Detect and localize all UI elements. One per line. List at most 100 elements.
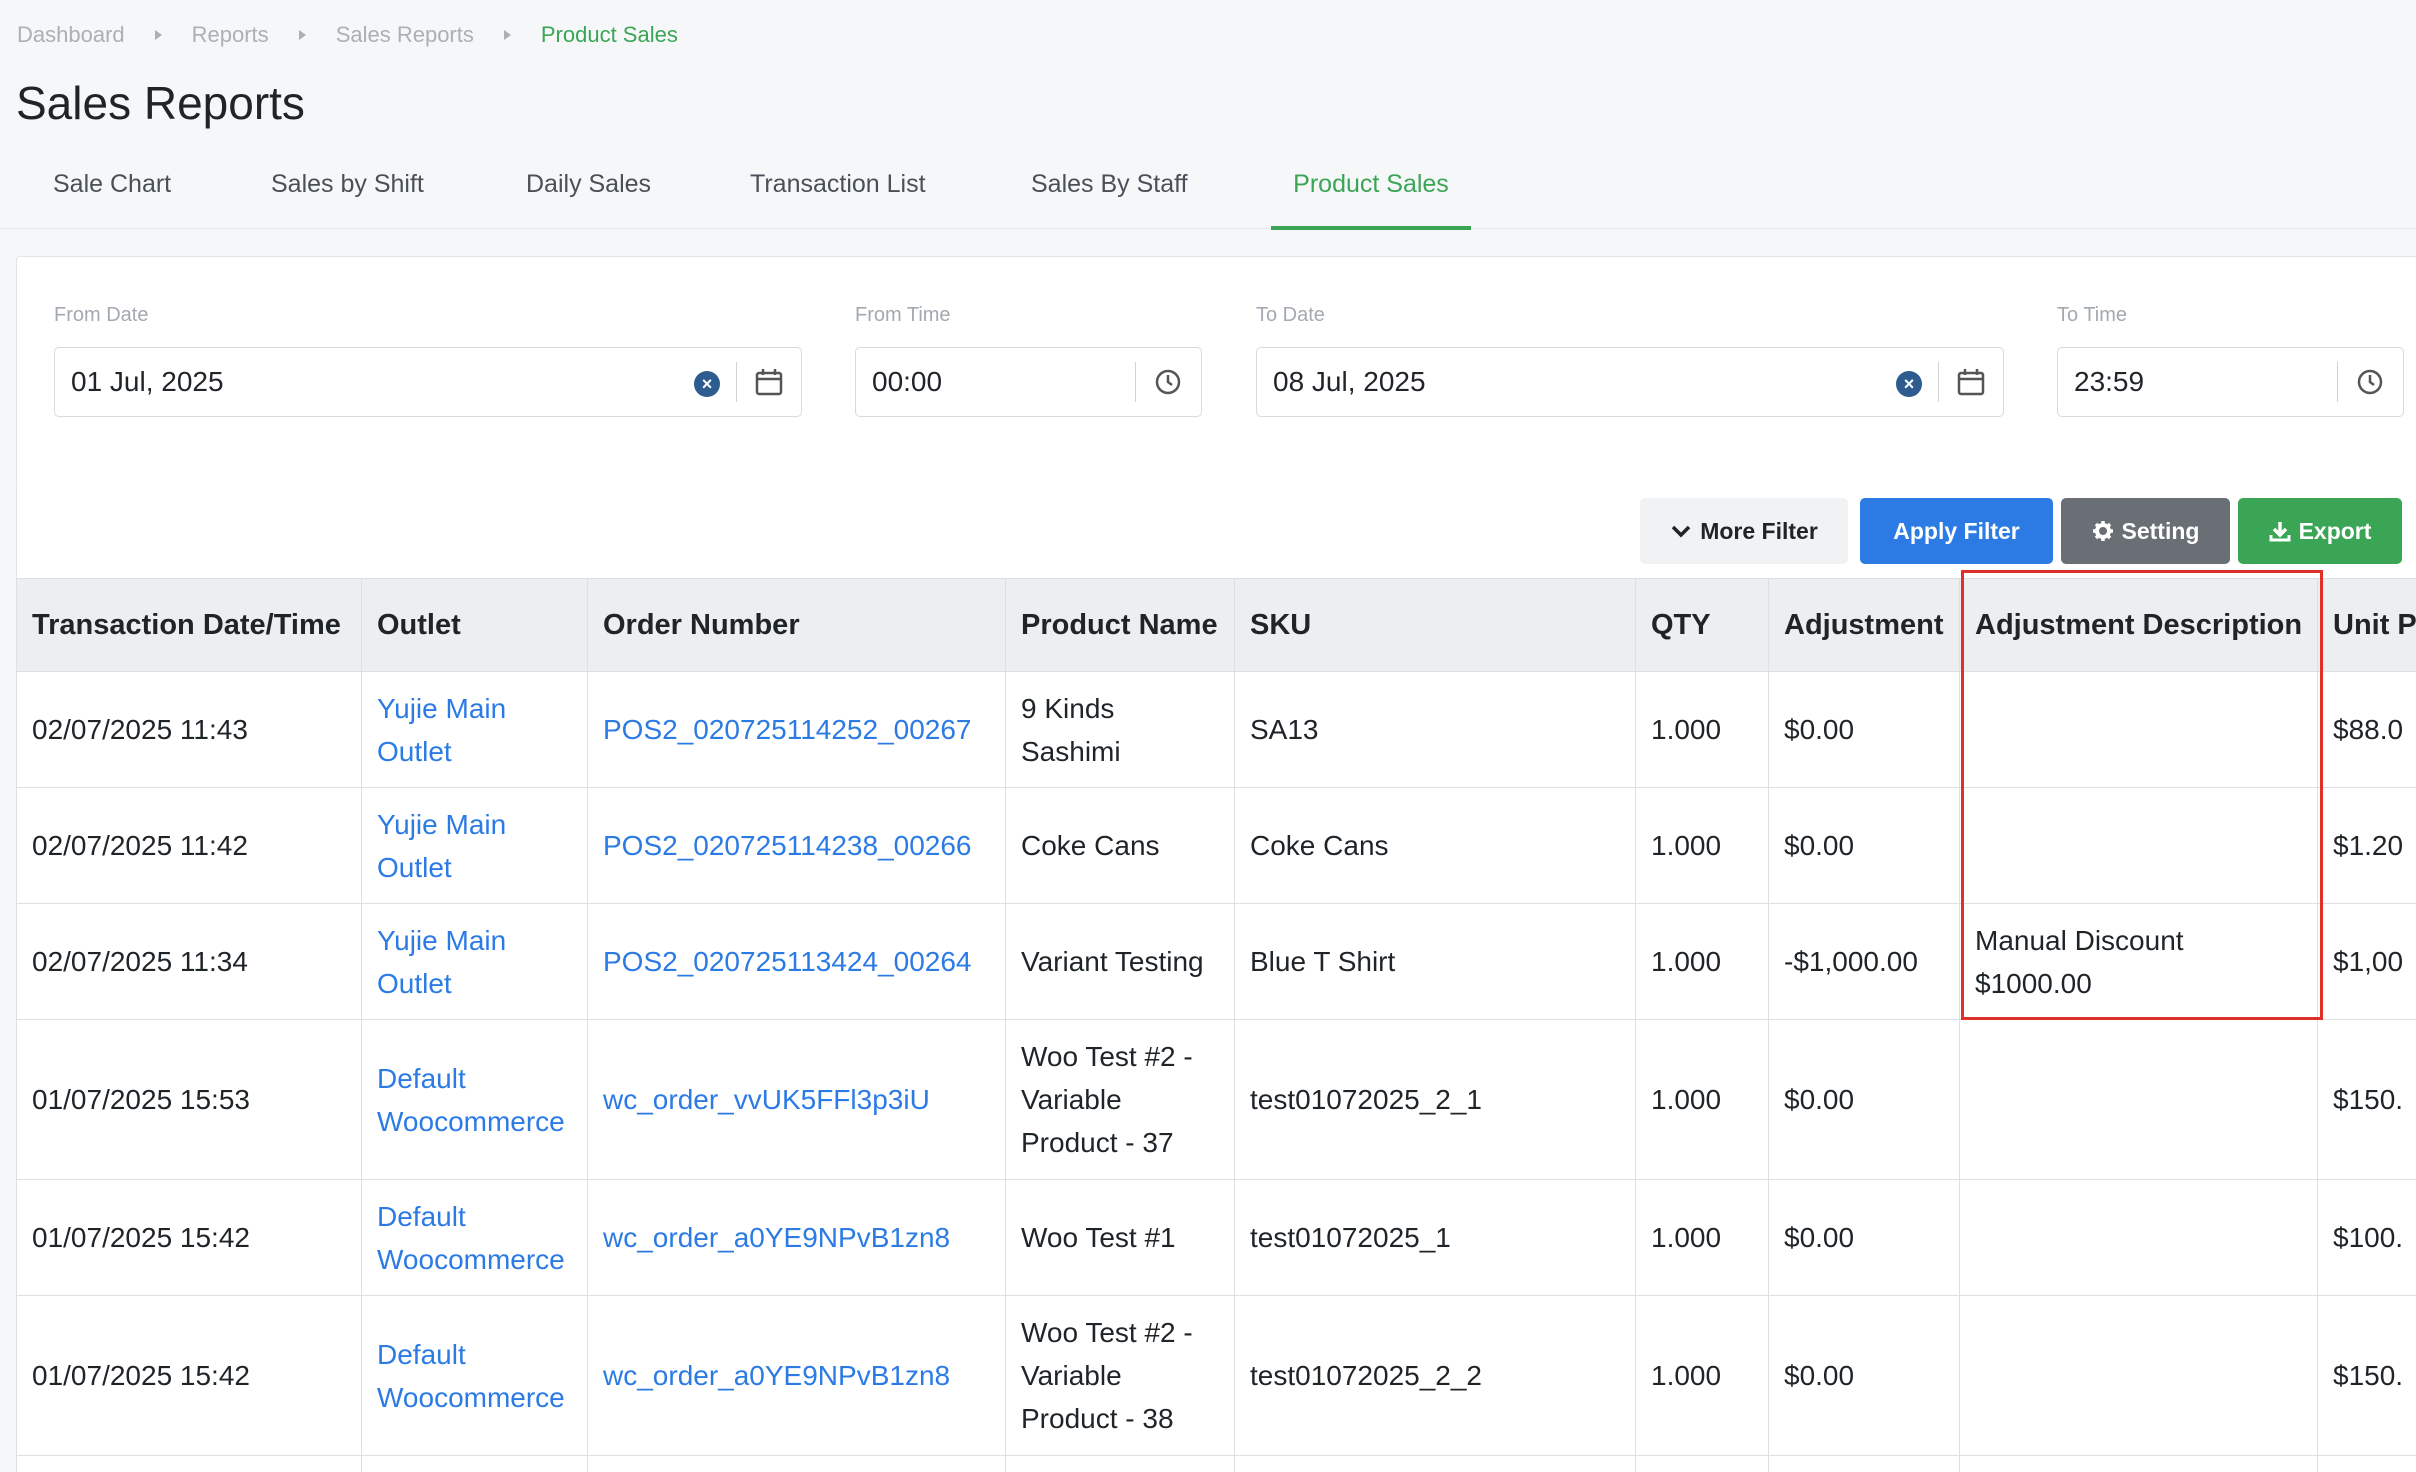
cell-adjustment-description [1959, 671, 2318, 788]
tab-sale-chart[interactable]: Sale Chart [53, 170, 172, 198]
product-line: Product - 37 [1021, 1127, 1174, 1158]
gear-icon [2092, 520, 2114, 542]
cell-unit-price: $150. [2317, 1295, 2416, 1456]
setting-button[interactable]: Setting [2061, 498, 2230, 564]
cell-adjustment: -$1,000.00 [1768, 903, 1960, 1020]
calendar-icon[interactable] [1955, 366, 1987, 398]
to-date-label: To Date [1256, 304, 1325, 326]
column-header[interactable]: Order Number [587, 578, 1006, 672]
table-row: 02/07/2025 11:42 Yujie Main Outlet POS2_0… [16, 787, 2416, 904]
export-button[interactable]: Export [2238, 498, 2402, 564]
tab-sales-by-staff[interactable]: Sales By Staff [1031, 170, 1188, 198]
breadcrumb: Dashboard Reports Sales Reports Product … [17, 22, 708, 48]
cell-empty [1005, 1455, 1235, 1472]
cell-product: Woo Test #1 [1005, 1179, 1235, 1296]
cell-outlet-link[interactable]: Yujie Main Outlet [361, 787, 588, 904]
cell-adjustment-description [1959, 787, 2318, 904]
table-row-partial [16, 1455, 2416, 1472]
cell-qty: 1.000 [1635, 1019, 1769, 1180]
product-line: Woo Test #2 - [1021, 1317, 1193, 1348]
column-header[interactable]: SKU [1234, 578, 1636, 672]
column-header[interactable]: Outlet [361, 578, 588, 672]
from-date-field[interactable]: 01 Jul, 2025 × [54, 347, 802, 417]
cell-empty [16, 1455, 362, 1472]
field-divider [1938, 362, 1939, 402]
adjustment-description-line: Manual Discount [1975, 924, 2184, 956]
cell-outlet-link[interactable]: Default Woocommerce [361, 1179, 588, 1296]
apply-filter-button[interactable]: Apply Filter [1860, 498, 2053, 564]
cell-outlet-link[interactable]: Yujie Main Outlet [361, 671, 588, 788]
cell-sku: Blue T Shirt [1234, 903, 1636, 1020]
cell-outlet-link[interactable]: Yujie Main Outlet [361, 903, 588, 1020]
tab-product-sales[interactable]: Product Sales [1271, 170, 1471, 230]
cell-sku: SA13 [1234, 671, 1636, 788]
calendar-icon[interactable] [753, 366, 785, 398]
cell-sku: test01072025_2_2 [1234, 1295, 1636, 1456]
outlet-line: Woocommerce [377, 1105, 565, 1137]
cell-adjustment-description [1959, 1179, 2318, 1296]
cell-order-link[interactable]: POS2_020725114252_00267 [587, 671, 1006, 788]
cell-adjustment-description [1959, 1295, 2318, 1456]
table-row: 01/07/2025 15:53 Default Woocommerce wc_o… [16, 1019, 2416, 1180]
download-icon [2269, 520, 2291, 542]
to-date-field[interactable]: 08 Jul, 2025 × [1256, 347, 2004, 417]
cell-qty: 1.000 [1635, 903, 1769, 1020]
column-header[interactable]: Adjustment [1768, 578, 1960, 672]
cell-adjustment: $0.00 [1768, 1179, 1960, 1296]
clock-icon[interactable] [2354, 366, 2386, 398]
tab-sales-by-shift[interactable]: Sales by Shift [271, 170, 424, 198]
more-filter-label: More Filter [1700, 517, 1818, 544]
product-line: Variable [1021, 1084, 1122, 1115]
cell-outlet-link[interactable]: Default Woocommerce [361, 1295, 588, 1456]
from-time-value: 00:00 [872, 366, 943, 397]
cell-product: Coke Cans [1005, 787, 1235, 904]
table-row: 01/07/2025 15:42 Default Woocommerce wc_o… [16, 1179, 2416, 1296]
to-time-field[interactable]: 23:59 [2057, 347, 2404, 417]
breadcrumb-sales-reports[interactable]: Sales Reports [335, 22, 474, 47]
from-time-label: From Time [855, 304, 951, 326]
tab-daily-sales[interactable]: Daily Sales [526, 170, 652, 198]
clear-icon[interactable]: × [694, 371, 720, 397]
clock-icon[interactable] [1152, 366, 1184, 398]
cell-unit-price: $88.0 [2317, 671, 2416, 788]
more-filter-button[interactable]: More Filter [1640, 498, 1848, 564]
cell-empty [1234, 1455, 1636, 1472]
breadcrumb-dashboard[interactable]: Dashboard [17, 22, 125, 47]
column-header[interactable]: Transaction Date/Time [16, 578, 362, 672]
field-divider [2337, 362, 2338, 402]
cell-datetime: 02/07/2025 11:42 [16, 787, 362, 904]
column-header[interactable]: Product Name [1005, 578, 1235, 672]
breadcrumb-separator-icon [154, 30, 162, 40]
tab-transaction-list[interactable]: Transaction List [750, 170, 926, 198]
column-header[interactable]: QTY [1635, 578, 1769, 672]
product-sales-table: Transaction Date/Time Outlet Order Numbe… [16, 578, 2416, 1472]
from-time-field[interactable]: 00:00 [855, 347, 1202, 417]
table-row: 02/07/2025 11:43 Yujie Main Outlet POS2_0… [16, 671, 2416, 788]
breadcrumb-separator-icon [503, 30, 511, 40]
table-header-row: Transaction Date/Time Outlet Order Numbe… [16, 578, 2416, 672]
cell-sku: test01072025_1 [1234, 1179, 1636, 1296]
column-header[interactable]: Unit P [2317, 578, 2416, 672]
cell-datetime: 01/07/2025 15:42 [16, 1179, 362, 1296]
cell-outlet-link[interactable]: Default Woocommerce [361, 1019, 588, 1180]
cell-order-link[interactable]: wc_order_a0YE9NPvB1zn8 [587, 1295, 1006, 1456]
outlet-line: Default [377, 1062, 466, 1094]
export-label: Export [2298, 517, 2372, 544]
cell-order-link[interactable]: wc_order_a0YE9NPvB1zn8 [587, 1179, 1006, 1296]
outlet-line: Yujie Main [377, 808, 507, 840]
field-divider [736, 362, 737, 402]
cell-unit-price: $1,00 [2317, 903, 2416, 1020]
clear-icon[interactable]: × [1896, 371, 1922, 397]
cell-order-link[interactable]: POS2_020725113424_00264 [587, 903, 1006, 1020]
from-date-label: From Date [54, 304, 149, 326]
cell-empty [1768, 1455, 1960, 1472]
product-line: 9 Kinds [1021, 692, 1115, 724]
cell-order-link[interactable]: wc_order_vvUK5FFl3p3iU [587, 1019, 1006, 1180]
apply-filter-label: Apply Filter [1893, 517, 2020, 544]
cell-order-link[interactable]: POS2_020725114238_00266 [587, 787, 1006, 904]
cell-qty: 1.000 [1635, 1295, 1769, 1456]
column-header[interactable]: Adjustment Description [1959, 578, 2318, 672]
breadcrumb-reports[interactable]: Reports [191, 22, 269, 47]
from-date-value: 01 Jul, 2025 [71, 366, 224, 397]
outlet-line: Yujie Main [377, 692, 507, 724]
